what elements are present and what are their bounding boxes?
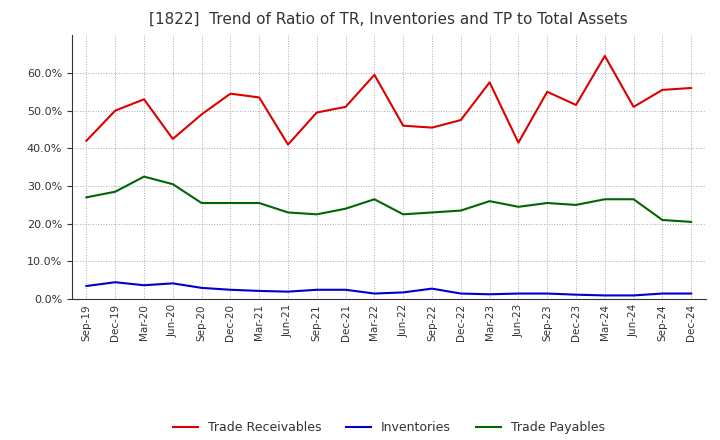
Inventories [197, 285, 206, 290]
Trade Receivables [658, 87, 667, 92]
Line: Trade Receivables: Trade Receivables [86, 56, 691, 145]
Trade Receivables [255, 95, 264, 100]
Line: Trade Payables: Trade Payables [86, 176, 691, 222]
Trade Receivables [456, 117, 465, 123]
Trade Payables [572, 202, 580, 208]
Trade Receivables [284, 142, 292, 147]
Trade Payables [255, 200, 264, 205]
Trade Receivables [197, 112, 206, 117]
Inventories [687, 291, 696, 296]
Trade Receivables [226, 91, 235, 96]
Trade Payables [629, 197, 638, 202]
Inventories [428, 286, 436, 291]
Trade Payables [658, 217, 667, 223]
Trade Receivables [312, 110, 321, 115]
Inventories [485, 292, 494, 297]
Trade Receivables [543, 89, 552, 95]
Trade Payables [111, 189, 120, 194]
Legend: Trade Receivables, Inventories, Trade Payables: Trade Receivables, Inventories, Trade Pa… [168, 416, 610, 439]
Trade Payables [226, 200, 235, 205]
Inventories [255, 288, 264, 293]
Inventories [111, 279, 120, 285]
Inventories [629, 293, 638, 298]
Trade Receivables [600, 53, 609, 59]
Inventories [399, 290, 408, 295]
Inventories [658, 291, 667, 296]
Trade Receivables [111, 108, 120, 113]
Trade Payables [370, 197, 379, 202]
Trade Receivables [82, 138, 91, 143]
Trade Payables [197, 200, 206, 205]
Trade Receivables [687, 85, 696, 91]
Trade Receivables [370, 72, 379, 77]
Trade Receivables [399, 123, 408, 128]
Trade Payables [456, 208, 465, 213]
Trade Receivables [428, 125, 436, 130]
Trade Payables [82, 195, 91, 200]
Trade Receivables [629, 104, 638, 110]
Trade Receivables [168, 136, 177, 142]
Line: Inventories: Inventories [86, 282, 691, 295]
Trade Payables [687, 219, 696, 224]
Inventories [312, 287, 321, 293]
Trade Payables [543, 200, 552, 205]
Inventories [226, 287, 235, 293]
Trade Receivables [514, 140, 523, 145]
Trade Payables [485, 198, 494, 204]
Trade Payables [312, 212, 321, 217]
Inventories [284, 289, 292, 294]
Trade Payables [428, 210, 436, 215]
Inventories [572, 292, 580, 297]
Trade Payables [399, 212, 408, 217]
Trade Receivables [572, 103, 580, 108]
Trade Payables [514, 204, 523, 209]
Trade Receivables [140, 97, 148, 102]
Inventories [600, 293, 609, 298]
Inventories [370, 291, 379, 296]
Trade Payables [168, 182, 177, 187]
Inventories [456, 291, 465, 296]
Trade Payables [341, 206, 350, 211]
Inventories [140, 282, 148, 288]
Trade Receivables [485, 80, 494, 85]
Trade Payables [600, 197, 609, 202]
Inventories [543, 291, 552, 296]
Trade Payables [284, 210, 292, 215]
Trade Payables [140, 174, 148, 179]
Inventories [341, 287, 350, 293]
Trade Receivables [341, 104, 350, 110]
Inventories [82, 283, 91, 289]
Title: [1822]  Trend of Ratio of TR, Inventories and TP to Total Assets: [1822] Trend of Ratio of TR, Inventories… [150, 12, 628, 27]
Inventories [168, 281, 177, 286]
Inventories [514, 291, 523, 296]
